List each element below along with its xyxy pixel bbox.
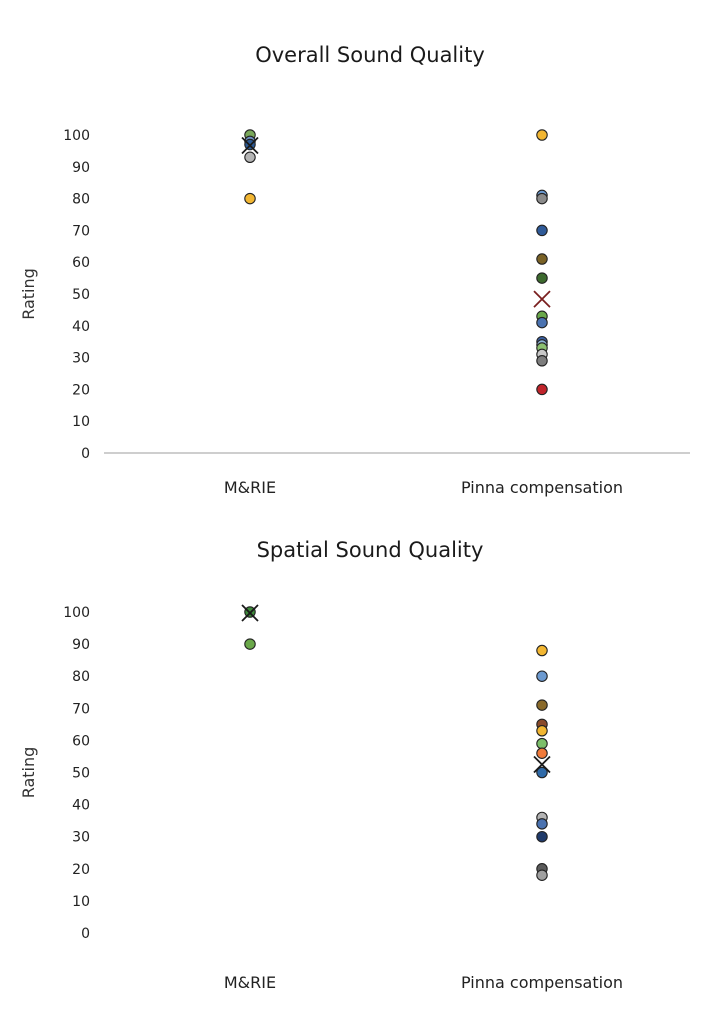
mean-marker	[533, 755, 551, 774]
mean-marker	[533, 290, 551, 308]
chart-1: Overall Sound Quality Rating 0 10 20 30 40 50 60…	[19, 43, 690, 497]
y-tick-label: 70	[72, 701, 90, 717]
mean-marker-stroke	[241, 604, 259, 622]
data-point	[536, 192, 548, 205]
category-label: M&RIE	[224, 478, 276, 497]
y-tick-label: 60	[72, 733, 90, 749]
y-tick-label: 100	[63, 128, 90, 144]
y-tick-label: 20	[72, 382, 90, 398]
y-tick-label: 30	[72, 830, 90, 846]
data-point	[536, 644, 548, 657]
data-point	[244, 192, 256, 205]
y-tick-label: 40	[72, 319, 90, 335]
data-point	[536, 699, 548, 711]
data-point	[536, 766, 548, 779]
category-label: M&RIE	[224, 973, 276, 992]
data-point	[536, 869, 548, 881]
y-tick-label: 10	[72, 414, 90, 430]
mean-marker	[241, 136, 259, 155]
y-tick-label: 10	[72, 894, 90, 910]
data-point	[536, 830, 548, 843]
data-point	[536, 737, 548, 750]
data-point	[536, 224, 548, 237]
data-point	[536, 818, 548, 830]
data-point	[244, 151, 256, 164]
data-point	[536, 253, 548, 265]
mean-marker-stroke	[533, 290, 551, 308]
y-tick-label: 50	[72, 287, 90, 303]
data-point	[536, 747, 548, 759]
y-axis-label: Rating	[19, 747, 38, 799]
y-axis-label: Rating	[19, 268, 38, 320]
chart-title: Spatial Sound Quality	[257, 538, 484, 562]
data-point	[536, 272, 548, 284]
data-point	[536, 725, 548, 737]
y-tick-label: 0	[81, 926, 90, 942]
data-point	[536, 670, 548, 682]
chart-title: Overall Sound Quality	[255, 43, 485, 67]
chart-2: Spatial Sound Quality Rating 0 10 20 30 40 50 60…	[19, 538, 623, 992]
y-tick-label: 70	[72, 223, 90, 239]
y-tick-label: 50	[72, 766, 90, 782]
y-tick-label: 80	[72, 192, 90, 208]
y-tick-label: 90	[72, 160, 90, 176]
y-tick-label: 30	[72, 351, 90, 367]
y-tick-label: 20	[72, 862, 90, 878]
category-label: Pinna compensation	[461, 973, 623, 992]
mean-marker-stroke	[533, 755, 551, 774]
y-tick-label: 40	[72, 798, 90, 814]
mean-marker	[241, 604, 259, 622]
data-point	[536, 355, 548, 367]
category-label: Pinna compensation	[461, 478, 623, 497]
data-point	[536, 383, 548, 396]
y-tick-label: 100	[63, 605, 90, 621]
y-tick-label: 60	[72, 255, 90, 271]
data-point	[244, 638, 256, 650]
y-tick-label: 0	[81, 446, 90, 462]
y-tick-label: 90	[72, 637, 90, 653]
mean-marker-stroke	[241, 136, 259, 155]
y-tick-label: 80	[72, 669, 90, 685]
data-point	[536, 129, 548, 141]
data-point	[536, 316, 548, 329]
